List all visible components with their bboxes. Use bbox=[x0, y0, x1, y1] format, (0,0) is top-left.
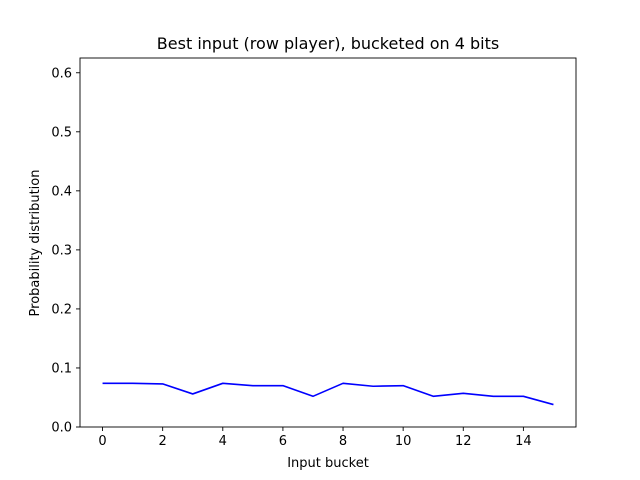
y-tick-label: 0.4 bbox=[51, 184, 72, 199]
y-tick-label: 0.3 bbox=[51, 243, 72, 258]
axes-frame bbox=[79, 57, 577, 428]
series-line bbox=[102, 382, 554, 406]
x-tick-label: 4 bbox=[219, 434, 227, 449]
x-tick-label: 6 bbox=[279, 434, 287, 449]
y-tick-label: 0.6 bbox=[51, 66, 72, 81]
plot-area: 0 2 4 6 8 10 12 14 0.0 0.1 0.2 0.3 0.4 0.5 0.6 bbox=[51, 57, 577, 449]
x-tick-label: 0 bbox=[98, 434, 106, 449]
x-tick-label: 12 bbox=[455, 434, 472, 449]
x-axis-label: Input bucket bbox=[287, 456, 369, 471]
y-tick-label: 0.1 bbox=[51, 361, 72, 376]
y-tick-label: 0.5 bbox=[51, 125, 72, 140]
y-tick-label: 0.2 bbox=[51, 302, 72, 317]
x-tick-label: 2 bbox=[159, 434, 167, 449]
y-tick-label: 0.0 bbox=[51, 421, 72, 436]
chart-title: Best input (row player), bucketed on 4 b… bbox=[157, 34, 499, 53]
x-tick-label: 14 bbox=[515, 434, 532, 449]
x-tick-label: 8 bbox=[339, 434, 347, 449]
y-axis-label: Probability distribution bbox=[28, 170, 43, 317]
x-tick-label: 10 bbox=[395, 434, 412, 449]
